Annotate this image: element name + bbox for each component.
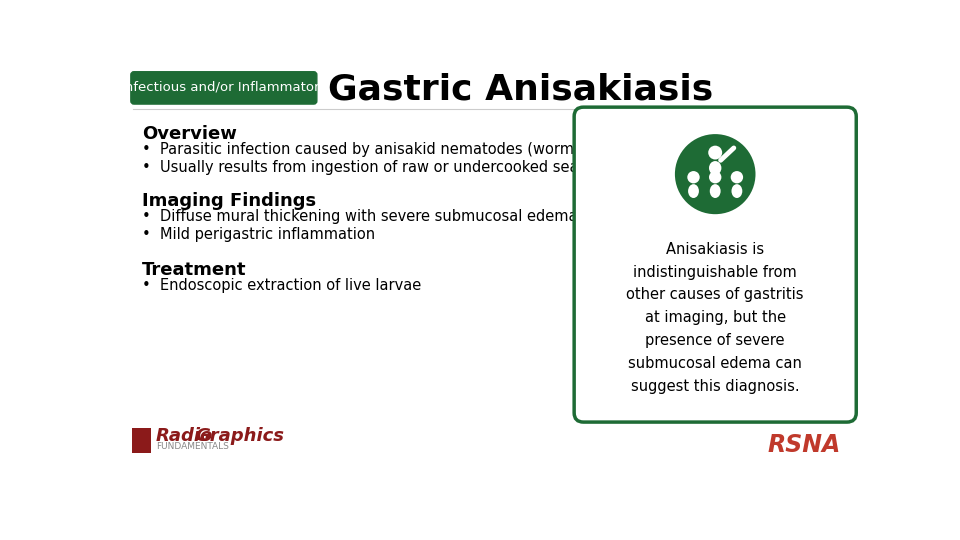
Text: Overview: Overview — [142, 125, 236, 143]
Text: FUNDAMENTALS: FUNDAMENTALS — [156, 442, 228, 451]
FancyBboxPatch shape — [131, 72, 317, 104]
Text: RSNA: RSNA — [767, 433, 841, 457]
Circle shape — [675, 134, 756, 214]
Text: Infectious and/or Inflammatory: Infectious and/or Inflammatory — [121, 82, 327, 94]
Circle shape — [709, 171, 721, 184]
Text: •  Endoscopic extraction of live larvae: • Endoscopic extraction of live larvae — [142, 278, 420, 293]
Text: Anisakiasis is
indistinguishable from
other causes of gastritis
at imaging, but : Anisakiasis is indistinguishable from ot… — [627, 242, 804, 394]
Circle shape — [687, 171, 700, 184]
Text: Radio: Radio — [156, 427, 213, 445]
Ellipse shape — [732, 184, 742, 198]
Text: •  Mild perigastric inflammation: • Mild perigastric inflammation — [142, 227, 374, 242]
Text: Imaging Findings: Imaging Findings — [142, 192, 316, 210]
Text: •  Diffuse mural thickening with severe submucosal edema: • Diffuse mural thickening with severe s… — [142, 209, 577, 224]
FancyBboxPatch shape — [574, 107, 856, 422]
FancyBboxPatch shape — [132, 428, 151, 453]
Circle shape — [731, 171, 743, 184]
Text: .: . — [193, 426, 200, 444]
Ellipse shape — [709, 161, 721, 175]
Ellipse shape — [709, 184, 721, 198]
Text: Graphics: Graphics — [195, 427, 284, 445]
Text: •  Parasitic infection caused by anisakid nematodes (worms): • Parasitic infection caused by anisakid… — [142, 142, 588, 157]
Ellipse shape — [688, 184, 699, 198]
Text: Treatment: Treatment — [142, 261, 246, 279]
Circle shape — [708, 146, 722, 159]
Text: •  Usually results from ingestion of raw or undercooked seafood: • Usually results from ingestion of raw … — [142, 160, 611, 176]
Text: Gastric Anisakiasis: Gastric Anisakiasis — [327, 72, 713, 106]
